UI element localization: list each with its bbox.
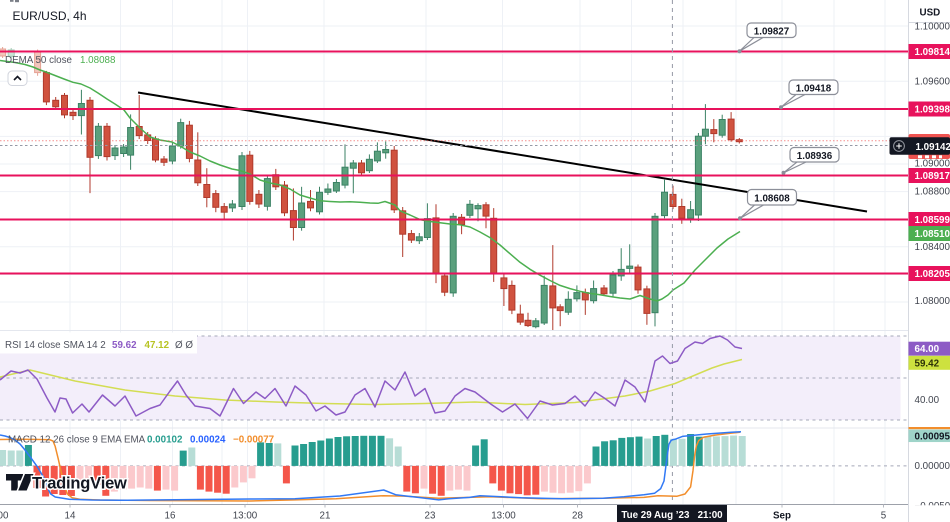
- svg-text:5: 5: [881, 511, 887, 522]
- svg-text:1.09142: 1.09142: [916, 142, 950, 153]
- svg-text:13:00: 13:00: [233, 511, 258, 522]
- svg-text:16: 16: [165, 511, 176, 522]
- svg-text:1.09827: 1.09827: [754, 26, 790, 37]
- svg-text:−0.00077: −0.00077: [233, 435, 275, 446]
- svg-text:1.08599: 1.08599: [915, 215, 950, 226]
- svg-text:1.08088: 1.08088: [80, 55, 116, 66]
- svg-text:1.08800: 1.08800: [915, 187, 950, 198]
- svg-text:DEMA 50 close: DEMA 50 close: [5, 55, 73, 66]
- svg-text:23: 23: [425, 511, 436, 522]
- svg-text:1.09600: 1.09600: [915, 77, 950, 88]
- svg-text:21: 21: [320, 511, 331, 522]
- svg-text:1.08400: 1.08400: [915, 242, 950, 253]
- svg-text:1.08936: 1.08936: [797, 151, 833, 162]
- svg-text:MACD 12 26 close 9 EMA EMA: MACD 12 26 close 9 EMA EMA: [8, 435, 146, 446]
- svg-text:40.00: 40.00: [915, 395, 940, 406]
- svg-text:0.00095: 0.00095: [915, 431, 950, 442]
- svg-text:RSI 14 close SMA 14 2: RSI 14 close SMA 14 2: [5, 340, 106, 351]
- svg-text:00: 00: [0, 511, 9, 522]
- svg-text:0.00024: 0.00024: [190, 435, 226, 446]
- svg-text:1.09418: 1.09418: [796, 83, 832, 94]
- svg-text:59.62: 59.62: [112, 340, 137, 351]
- svg-text:USD: USD: [920, 8, 941, 19]
- svg-text:28: 28: [572, 511, 583, 522]
- svg-text:1.08510: 1.08510: [915, 229, 950, 240]
- svg-text:64.00: 64.00: [915, 344, 940, 355]
- svg-text:1.08917: 1.08917: [915, 171, 950, 182]
- svg-text:13:00: 13:00: [491, 511, 516, 522]
- svg-text:59.42: 59.42: [915, 358, 940, 369]
- svg-text:TradingView: TradingView: [32, 475, 127, 493]
- svg-text:14: 14: [65, 511, 76, 522]
- svg-text:1.10000: 1.10000: [915, 22, 950, 33]
- svg-text:1.09000: 1.09000: [915, 159, 950, 170]
- svg-text:EUR/USD, 4h: EUR/USD, 4h: [13, 9, 87, 23]
- svg-text:47.12: 47.12: [145, 340, 170, 351]
- svg-text:1.08608: 1.08608: [754, 193, 790, 204]
- svg-text:1.09814: 1.09814: [915, 47, 950, 58]
- svg-text:1.09398: 1.09398: [915, 105, 950, 116]
- svg-text:Sep: Sep: [773, 511, 791, 522]
- svg-text:1.08000: 1.08000: [915, 296, 950, 307]
- svg-text:1.08205: 1.08205: [915, 269, 950, 280]
- svg-text:0.00102: 0.00102: [147, 435, 183, 446]
- svg-text:Tue 29 Aug ’23 21:00: Tue 29 Aug ’23 21:00: [621, 510, 723, 521]
- svg-text:0.00000: 0.00000: [915, 461, 950, 472]
- svg-text:Ø Ø: Ø Ø: [175, 340, 193, 351]
